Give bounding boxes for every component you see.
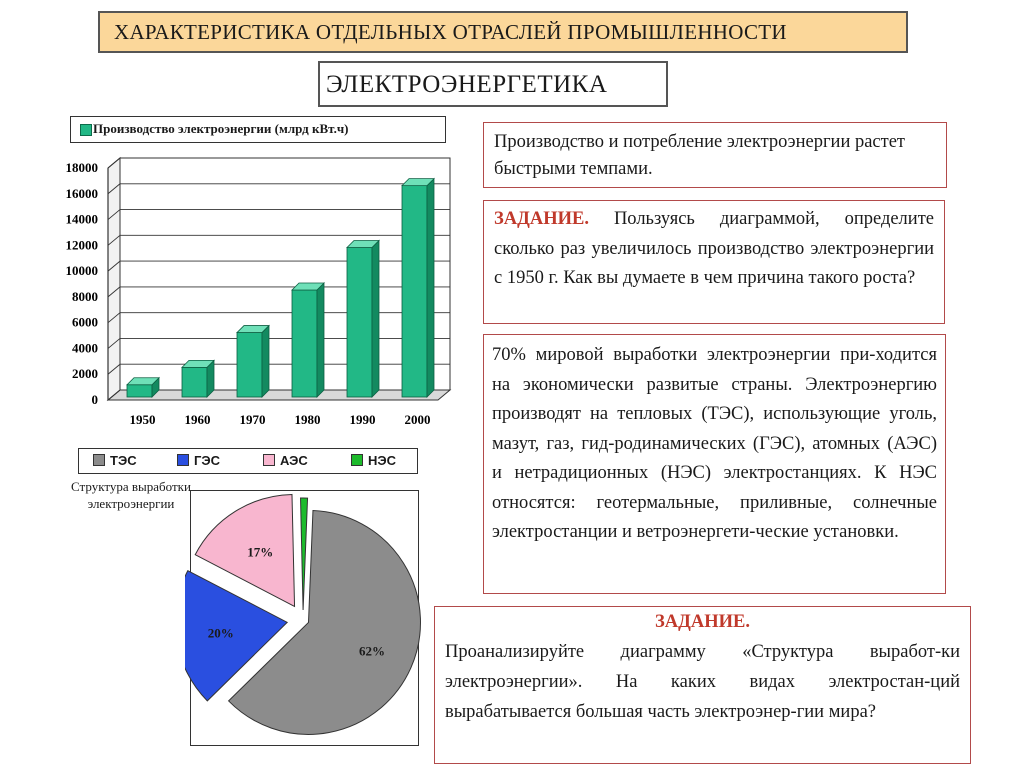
slide-subtitle-box: ЭЛЕКТРОЭНЕРГЕТИКА — [318, 61, 668, 107]
slide-subtitle: ЭЛЕКТРОЭНЕРГЕТИКА — [326, 71, 608, 98]
bar-chart-gridline-side — [107, 183, 121, 195]
y-tick-label: 18000 — [66, 160, 99, 175]
pie-legend-item: НЭС — [351, 453, 396, 468]
pie-legend-swatch — [263, 454, 275, 466]
growth-statement-text: Производство и потребление электроэнерги… — [494, 132, 906, 179]
bar-chart-gridline-side — [107, 312, 121, 324]
pie-slice — [194, 493, 296, 608]
pie-legend-item: ГЭС — [177, 453, 220, 468]
info-box: 70% мировой выработки электроэнергии при… — [483, 334, 946, 594]
bar-legend-label: Производство электроэнергии (млрд кВт.ч) — [93, 121, 349, 136]
pie-legend-swatch — [351, 454, 363, 466]
task-2-label: ЗАДАНИЕ. — [655, 612, 750, 632]
y-tick-label: 10000 — [66, 263, 99, 278]
bar-top — [236, 325, 270, 333]
x-tick-label: 2000 — [405, 412, 431, 427]
y-tick-label: 2000 — [72, 366, 98, 381]
pie-slice — [185, 569, 289, 702]
pie-data-label: 20% — [208, 625, 234, 640]
slide-title-banner: ХАРАКТЕРИСТИКА ОТДЕЛЬНЫХ ОТРАСЛЕЙ ПРОМЫШ… — [98, 11, 908, 53]
bar-front — [181, 366, 208, 398]
task-1-box: ЗАДАНИЕ. Пользуясь диаграммой, определит… — [483, 200, 945, 324]
bar-top — [291, 282, 325, 291]
bar-chart-gridline-side — [107, 338, 121, 349]
pie-data-label: 17% — [247, 544, 273, 559]
bar-chart: 0 2000 4000 6000 8000 10000 12000 14000 16000 180… — [66, 156, 452, 427]
x-tick-label: 1950 — [130, 412, 156, 427]
bar-side — [371, 239, 380, 398]
pie-legend-swatch — [93, 454, 105, 466]
bar-chart-gridline-side — [107, 157, 121, 169]
x-tick-label: 1970 — [240, 412, 266, 427]
slide-title: ХАРАКТЕРИСТИКА ОТДЕЛЬНЫХ ОТРАСЛЕЙ ПРОМЫШ… — [114, 20, 787, 44]
y-tick-label: 12000 — [66, 237, 99, 252]
bar-front — [401, 185, 428, 398]
bar-chart-gridline-side — [107, 389, 121, 401]
y-tick-label: 14000 — [66, 212, 99, 227]
bar-top — [126, 377, 160, 386]
bar-chart-gridline-side — [107, 363, 121, 375]
pie-legend-swatch — [177, 454, 189, 466]
bar-front — [236, 332, 263, 398]
x-tick-label: 1960 — [185, 412, 211, 427]
bar-chart-gridline-side — [107, 234, 121, 246]
bar-side — [261, 324, 270, 398]
bar-front — [291, 289, 318, 398]
bar-side — [316, 282, 325, 398]
growth-statement-box: Производство и потребление электроэнерги… — [483, 122, 947, 188]
bar-top — [181, 359, 215, 368]
pie-slice — [227, 509, 421, 735]
bar-front — [126, 384, 153, 398]
bar-side — [426, 177, 435, 398]
y-tick-label: 0 — [92, 392, 99, 407]
bar-chart-legend: Производство электроэнергии (млрд кВт.ч) — [70, 116, 446, 143]
y-tick-label: 16000 — [66, 186, 99, 201]
bar-legend-swatch — [80, 124, 92, 136]
bar-chart-side-wall — [107, 156, 121, 402]
pie-legend-label: НЭС — [368, 453, 397, 468]
bar-chart-gridline-side — [107, 260, 121, 272]
task-2-text: Проанализируйте диаграмму «Структура выр… — [445, 642, 960, 722]
x-tick-label: 1980 — [295, 412, 321, 427]
task-1-text: Пользуясь диаграммой, определите сколько… — [494, 209, 934, 288]
pie-legend-item: ТЭС — [93, 453, 137, 468]
pie-legend-label: ТЭС — [110, 453, 137, 468]
pie-legend-label: ГЭС — [194, 453, 221, 468]
pie-legend-item: АЭС — [263, 453, 308, 468]
bar-front — [346, 247, 373, 398]
bar-top — [346, 240, 380, 248]
pie-chart-caption: Структура выработки электроэнергии — [71, 479, 191, 511]
bar-chart-plot-area — [119, 157, 451, 391]
pie-chart: 62%20%17%1% — [185, 493, 421, 735]
pie-chart-legend: ТЭС ГЭС АЭС НЭС — [78, 448, 418, 474]
pie-legend-label: АЭС — [280, 453, 308, 468]
y-tick-label: 4000 — [72, 340, 98, 355]
x-tick-label: 1990 — [350, 412, 376, 427]
task-2-box: ЗАДАНИЕ. Проанализируйте диаграмму «Стру… — [434, 606, 971, 764]
pie-slice — [300, 497, 309, 611]
pie-data-label: 62% — [359, 644, 385, 659]
info-text: 70% мировой выработки электроэнергии при… — [492, 345, 937, 542]
bar-chart-gridline-side — [107, 286, 121, 298]
y-tick-label: 8000 — [72, 289, 98, 304]
bar-top — [401, 178, 435, 187]
y-tick-label: 6000 — [72, 315, 98, 330]
bar-chart-gridline-side — [107, 209, 121, 220]
bar-chart-floor — [106, 389, 452, 401]
task-1-label: ЗАДАНИЕ. — [494, 209, 589, 229]
